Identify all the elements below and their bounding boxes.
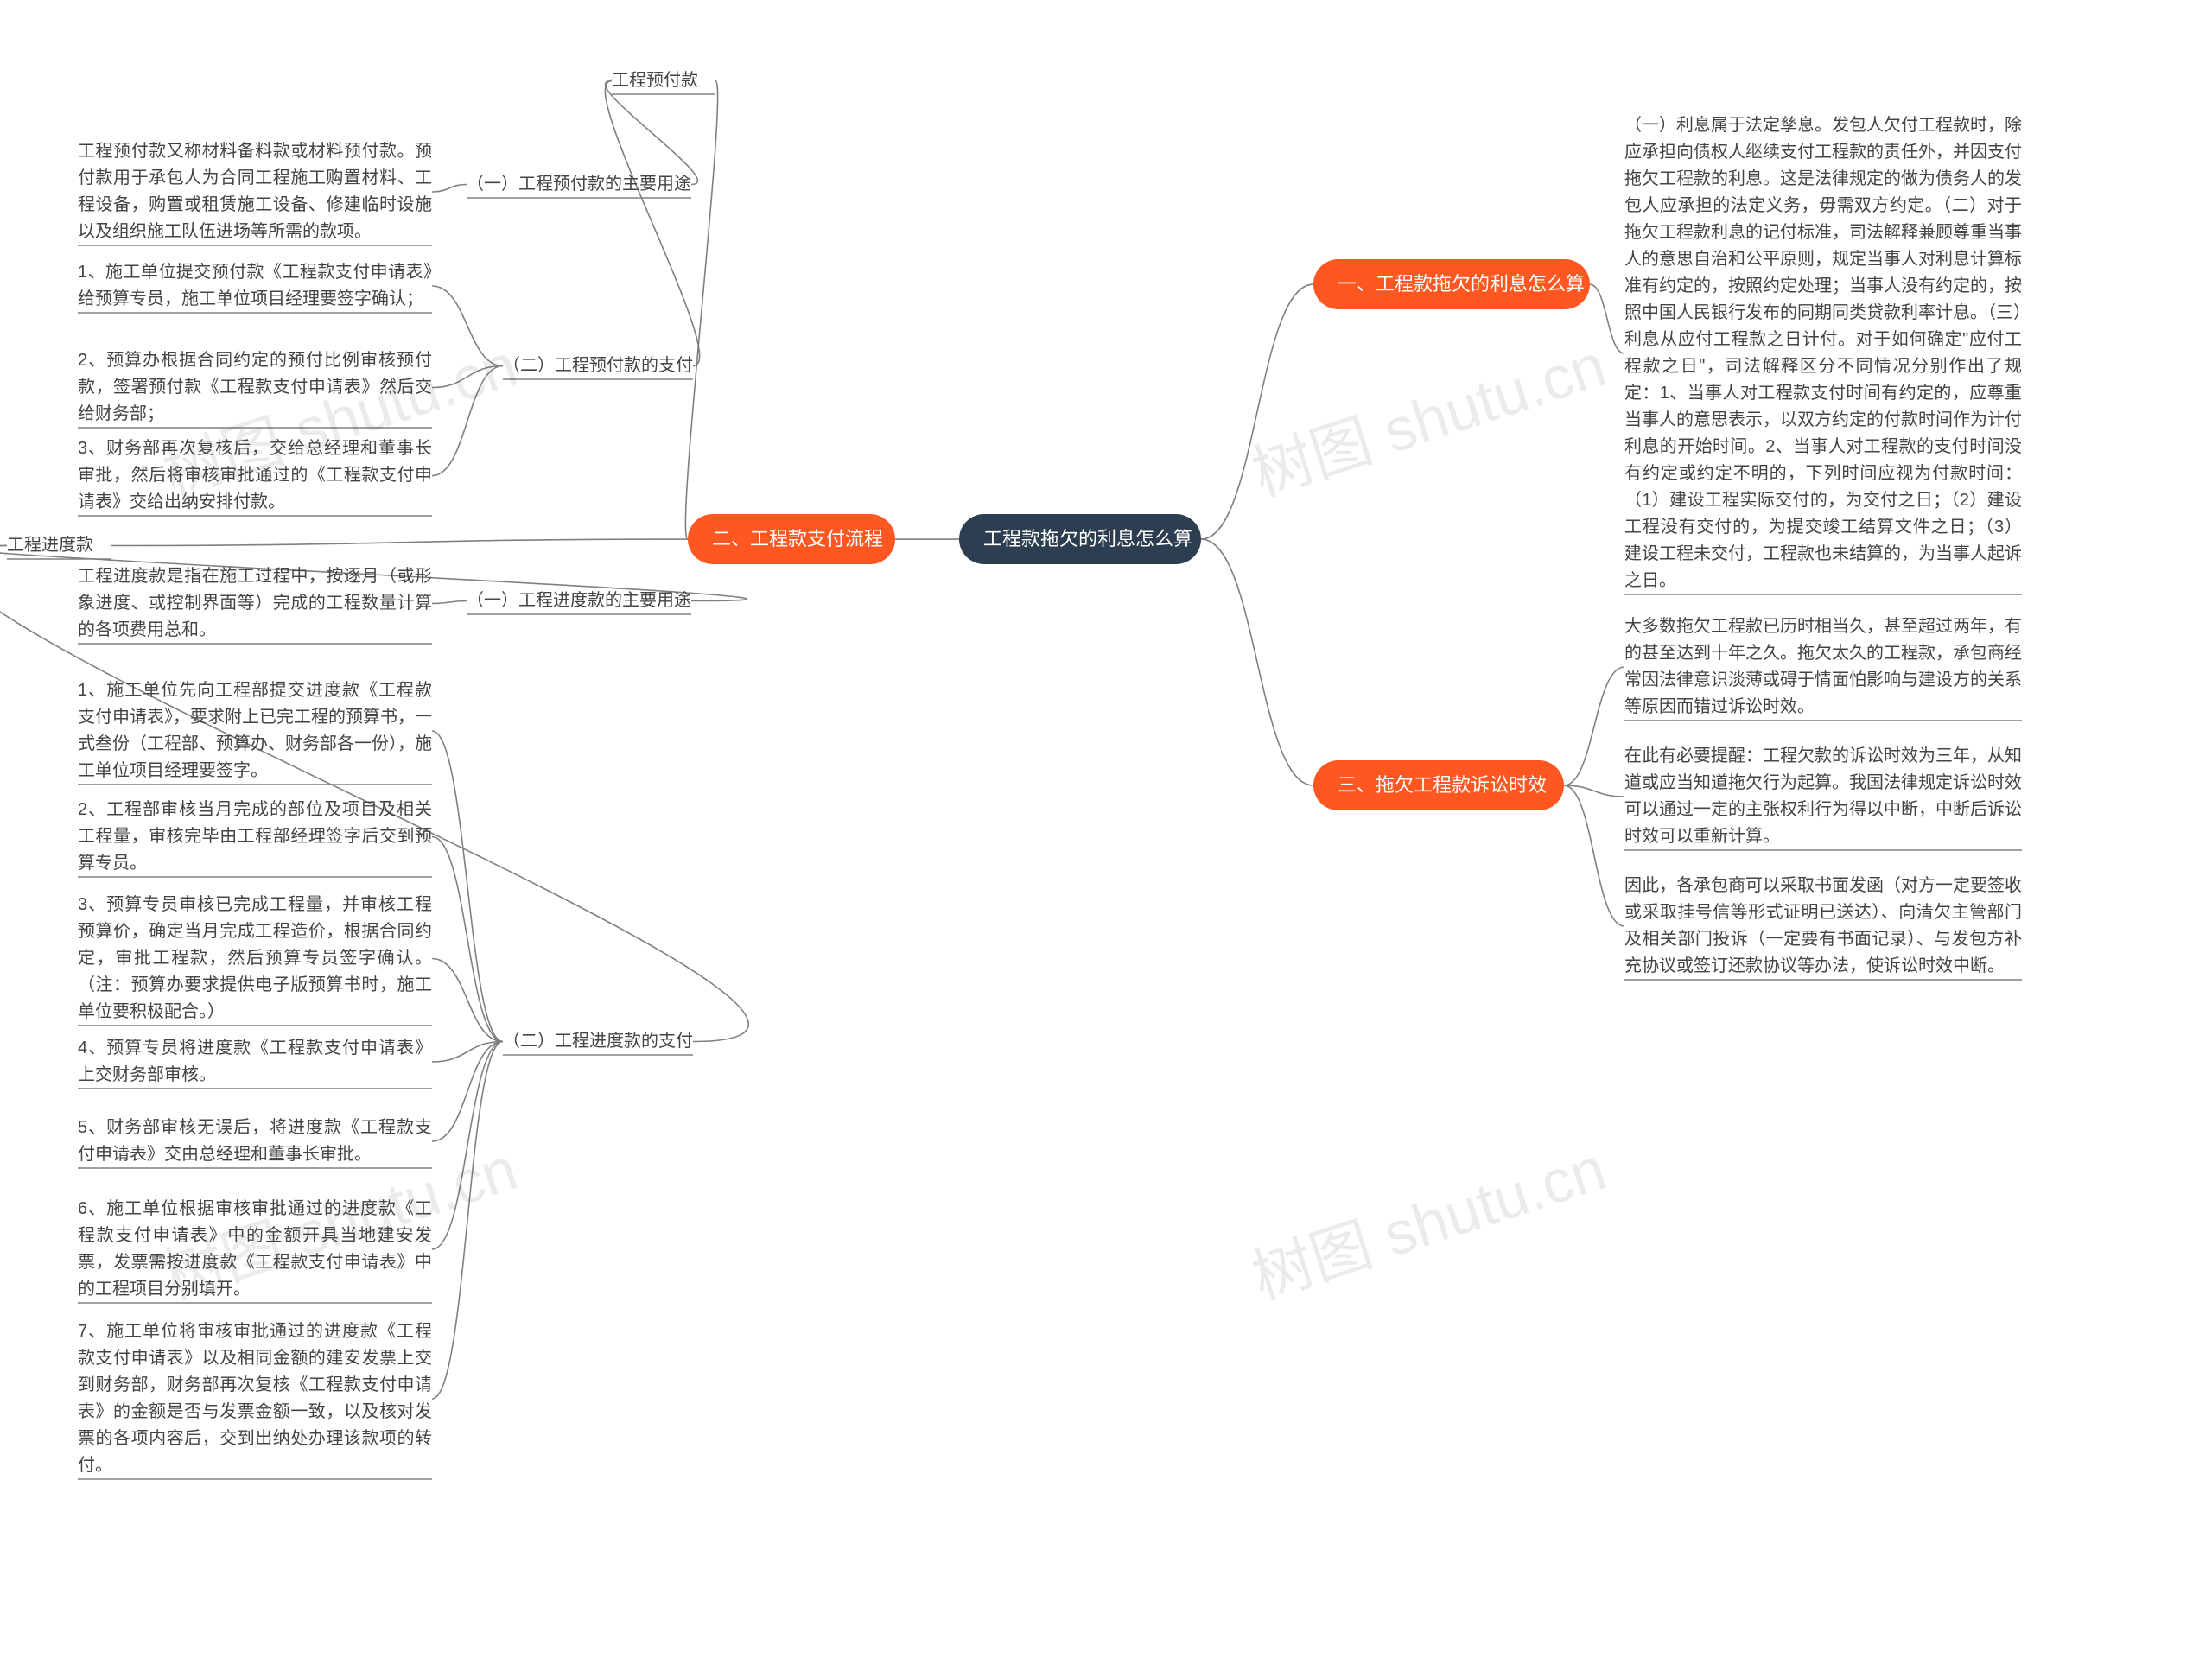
sub-label: （二）工程进度款的支付 xyxy=(503,1028,693,1055)
leaf-paragraph: 1、施工单位先向工程部提交进度款《工程款支付申请表》，要求附上已完工程的预算书，… xyxy=(78,677,432,785)
leaf-paragraph: 在此有必要提醒：工程欠款的诉讼时效为三年，从知道或应当知道拖欠行为起算。我国法律… xyxy=(1624,743,2022,850)
leaf-paragraph: 6、施工单位根据审核审批通过的进度款《工程款支付申请表》中的金额开具当地建安发票… xyxy=(78,1196,432,1303)
branch-node[interactable]: 三、拖欠工程款诉讼时效 xyxy=(1313,760,1564,810)
leaf-paragraph: 5、财务部审核无误后，将进度款《工程款支付申请表》交由总经理和董事长审批。 xyxy=(78,1115,432,1168)
leaf-paragraph: （一）利息属于法定孳息。发包人欠付工程款时，除应承担向债权人继续支付工程款的责任… xyxy=(1624,112,2022,594)
leaf-paragraph: 3、预算专员审核已完成工程量，并审核工程预算价，确定当月完成工程造价，根据合同约… xyxy=(78,892,432,1026)
leaf-paragraph: 3、财务部再次复核后，交给总经理和董事长审批，然后将审核审批通过的《工程款支付申… xyxy=(78,435,432,516)
mindmap-canvas: 树图 shutu.cn 树图 shutu.cn 树图 shutu.cn 树图 s… xyxy=(0,0,2212,1658)
leaf-paragraph: 工程进度款是指在施工过程中，按逐月（或形象进度、或控制界面等）完成的工程数量计算… xyxy=(78,563,432,644)
watermark: 树图 shutu.cn xyxy=(1240,317,1616,513)
sub-label: 工程预付款 xyxy=(612,67,715,94)
sub-label: （一）工程预付款的主要用途 xyxy=(467,171,691,198)
leaf-paragraph: 因此，各承包商可以采取书面发函（对方一定要签收或采取挂号信等形式证明已送达）、向… xyxy=(1624,873,2022,980)
branch-node[interactable]: 一、工程款拖欠的利息怎么算 xyxy=(1313,259,1590,309)
sub-label: （二）工程预付款的支付 xyxy=(503,353,693,379)
leaf-paragraph: 4、预算专员将进度款《工程款支付申请表》上交财务部审核。 xyxy=(78,1035,432,1089)
leaf-paragraph: 工程预付款又称材料备料款或材料预付款。预付款用于承包人为合同工程施工购置材料、工… xyxy=(78,138,432,245)
watermark: 树图 shutu.cn xyxy=(1240,1121,1616,1317)
sub-label: （一）工程进度款的主要用途 xyxy=(467,588,691,614)
sub-label: 工程进度款 xyxy=(7,532,111,559)
leaf-paragraph: 1、施工单位提交预付款《工程款支付申请表》给预算专员，施工单位项目经理要签字确认… xyxy=(78,259,432,313)
branch-node[interactable]: 二、工程款支付流程 xyxy=(688,514,895,564)
leaf-paragraph: 2、工程部审核当月完成的部位及项目及相关工程量，审核完毕由工程部经理签字后交到预… xyxy=(78,797,432,877)
leaf-paragraph: 7、施工单位将审核审批通过的进度款《工程款支付申请表》以及相同金额的建安发票上交… xyxy=(78,1318,432,1479)
leaf-paragraph: 大多数拖欠工程款已历时相当久，甚至超过两年，有的甚至达到十年之久。拖欠太久的工程… xyxy=(1624,613,2022,721)
root-node[interactable]: 工程款拖欠的利息怎么算 xyxy=(959,514,1201,564)
leaf-paragraph: 2、预算办根据合同约定的预付比例审核预付款，签署预付款《工程款支付申请表》然后交… xyxy=(78,347,432,428)
